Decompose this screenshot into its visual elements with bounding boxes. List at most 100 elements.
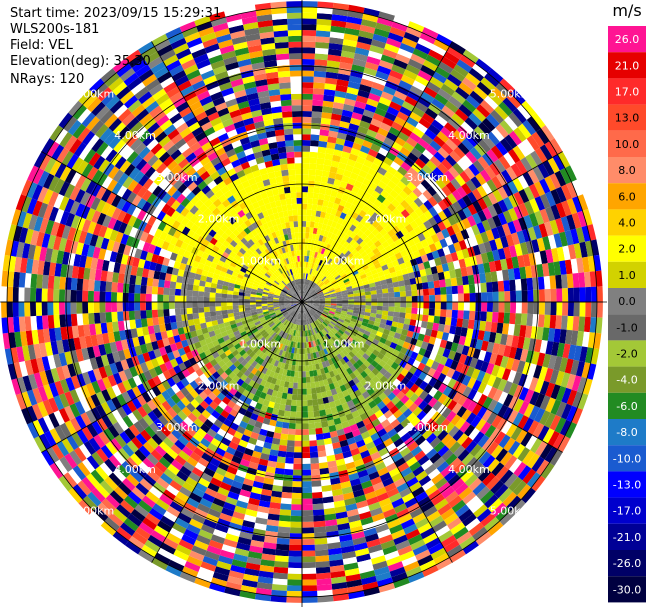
velocity-gate <box>363 67 378 77</box>
velocity-gate <box>302 30 317 37</box>
velocity-gate <box>531 351 540 365</box>
velocity-gate <box>157 294 164 302</box>
velocity-gate <box>302 365 306 372</box>
velocity-gate <box>318 253 324 260</box>
velocity-gate <box>302 128 312 135</box>
velocity-gate <box>433 151 446 163</box>
velocity-gate <box>353 325 361 331</box>
velocity-gate <box>432 192 443 204</box>
velocity-gate <box>324 308 330 311</box>
velocity-gate <box>306 203 313 210</box>
velocity-gate <box>327 54 341 62</box>
velocity-gate <box>351 284 358 289</box>
velocity-gate <box>309 445 318 453</box>
velocity-gate <box>317 265 323 272</box>
velocity-gate <box>416 283 423 290</box>
velocity-gate <box>507 268 515 281</box>
velocity-gate <box>306 293 311 299</box>
velocity-gate <box>521 302 528 314</box>
velocity-gate <box>481 219 492 232</box>
velocity-gate <box>302 35 316 42</box>
velocity-gate <box>379 260 387 267</box>
velocity-gate <box>369 87 383 97</box>
velocity-gate <box>447 333 455 343</box>
velocity-gate <box>477 263 485 274</box>
velocity-gate <box>323 290 329 294</box>
velocity-gate <box>349 320 356 326</box>
velocity-gate <box>302 550 316 557</box>
velocity-gate <box>393 15 410 27</box>
velocity-gate <box>524 265 533 279</box>
velocity-gate <box>286 585 302 592</box>
velocity-gate <box>316 252 321 259</box>
velocity-gate <box>328 48 342 57</box>
velocity-gate <box>489 162 501 176</box>
velocity-gate <box>309 227 314 234</box>
velocity-gate <box>357 330 364 337</box>
velocity-gate <box>193 318 201 325</box>
velocity-gate <box>443 324 451 334</box>
velocity-gate <box>417 96 432 108</box>
velocity-gate <box>545 249 554 264</box>
velocity-gate <box>487 217 497 230</box>
velocity-gate <box>364 287 371 292</box>
velocity-gate <box>344 318 351 324</box>
velocity-gate <box>366 323 374 329</box>
velocity-gate <box>403 279 411 286</box>
velocity-gate <box>573 302 580 317</box>
velocity-gate <box>346 314 353 319</box>
velocity-gate <box>175 282 182 290</box>
velocity-gate <box>491 227 501 240</box>
velocity-gate <box>577 376 588 394</box>
velocity-gate <box>314 285 320 291</box>
velocity-gate <box>517 255 525 268</box>
velocity-gate <box>313 303 320 305</box>
velocity-gate <box>587 363 597 380</box>
velocity-gate <box>510 302 517 314</box>
velocity-gate <box>288 428 296 435</box>
velocity-gate <box>472 348 481 360</box>
velocity-gate <box>186 289 193 297</box>
velocity-gate <box>469 255 478 266</box>
velocity-gate <box>407 21 425 33</box>
velocity-gate <box>209 292 216 298</box>
velocity-gate <box>578 316 586 332</box>
velocity-gate <box>508 382 519 397</box>
velocity-gate <box>220 297 227 302</box>
velocity-gate <box>403 232 413 242</box>
velocity-gate <box>518 189 530 204</box>
velocity-gate <box>387 287 395 293</box>
velocity-gate <box>329 195 336 203</box>
velocity-gate <box>286 596 302 603</box>
velocity-gate <box>357 125 369 135</box>
velocity-gate <box>537 314 545 328</box>
velocity-gate <box>355 95 369 104</box>
velocity-gate <box>331 20 347 28</box>
velocity-gate <box>518 387 529 401</box>
velocity-gate <box>332 255 339 262</box>
velocity-gate <box>328 245 334 252</box>
velocity-gate <box>527 226 537 241</box>
velocity-gate <box>339 245 346 253</box>
velocity-gate <box>439 238 448 249</box>
velocity-gate <box>436 264 444 274</box>
velocity-gate <box>358 209 367 218</box>
velocity-gate <box>521 290 528 302</box>
velocity-gate <box>460 121 474 135</box>
velocity-gate <box>407 90 421 102</box>
velocity-gate <box>457 383 467 395</box>
velocity-gate <box>432 322 440 331</box>
velocity-gate <box>317 292 324 296</box>
velocity-gate <box>310 463 320 470</box>
velocity-gate <box>510 163 523 178</box>
velocity-gate <box>467 191 478 204</box>
velocity-gate <box>504 134 518 149</box>
velocity-gate <box>505 166 518 181</box>
velocity-gate <box>388 302 395 307</box>
velocity-gate <box>330 119 341 127</box>
velocity-gate <box>468 67 485 82</box>
velocity-gate <box>232 298 239 302</box>
velocity-gate <box>526 277 534 291</box>
velocity-gate <box>508 245 518 258</box>
velocity-gate <box>450 69 466 82</box>
